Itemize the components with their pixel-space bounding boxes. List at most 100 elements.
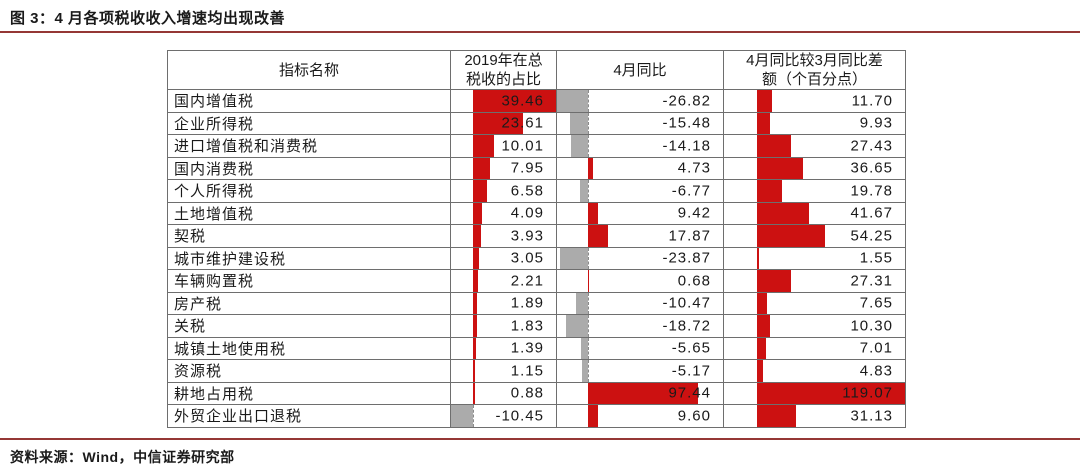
tax-revenue-table: 指标名称 2019年在总 税收的占比 4月同比 4月同比较3月同比差 额（个百分… [167,50,906,428]
yoy-cell: -5.17 [556,359,724,383]
col-header-share-2019: 2019年在总 税收的占比 [450,50,557,90]
table-row: 耕地占用税 0.88 97.44 119.07 [167,381,906,405]
indicator-name: 土地增值税 [167,201,451,225]
table-row: 国内增值税 39.46 -26.82 11.70 [167,89,906,113]
zero-axis [587,360,589,382]
diff-value: 11.70 [851,92,893,110]
yoy-value: -23.87 [662,249,711,267]
zero-axis [587,337,589,359]
share-value: 23.61 [501,114,544,132]
share-value: 1.89 [510,294,544,312]
share-cell: 1.83 [450,314,557,338]
diff-value: 119.07 [842,384,893,402]
table-row: 城镇土地使用税 1.39 -5.65 7.01 [167,336,906,360]
diff-bar [757,247,760,269]
table-row: 外贸企业出口退税 -10.45 9.60 31.13 [167,404,906,428]
yoy-bar [587,225,608,247]
share-value: 7.95 [510,159,544,177]
share-cell: 7.95 [450,156,557,180]
share-cell: 1.39 [450,336,557,360]
yoy-value: 9.42 [677,204,711,222]
diff-bar [757,405,796,427]
zero-axis [587,292,589,314]
diff-cell: 4.83 [723,359,906,383]
share-bar [472,292,477,314]
indicator-name: 房产税 [167,291,451,315]
share-bar [472,270,478,292]
indicator-name: 外贸企业出口退税 [167,404,451,428]
yoy-cell: -18.72 [556,314,724,338]
share-cell: 1.89 [450,291,557,315]
indicator-name: 企业所得税 [167,111,451,135]
table-row: 个人所得税 6.58 -6.77 19.78 [167,179,906,203]
share-value: 1.83 [510,317,544,335]
diff-bar [757,180,782,202]
share-cell: 1.15 [450,359,557,383]
yoy-value: -26.82 [662,92,711,110]
diff-bar [757,202,809,224]
share-value: 2.21 [510,272,544,290]
indicator-name: 进口增值税和消费税 [167,134,451,158]
yoy-cell: -26.82 [556,89,724,113]
yoy-cell: 0.68 [556,269,724,293]
yoy-cell: -6.77 [556,179,724,203]
yoy-value: 97.44 [668,384,711,402]
diff-bar [757,337,766,359]
share-bar [472,90,556,112]
yoy-value: -18.72 [662,317,711,335]
source-note: 资料来源：Wind，中信证券研究部 [10,449,235,465]
yoy-value: -5.17 [671,362,711,380]
diff-cell: 27.43 [723,134,906,158]
diff-cell: 27.31 [723,269,906,293]
share-value: 6.58 [510,182,544,200]
yoy-bar [579,180,588,202]
diff-bar [757,225,825,247]
share-cell: 3.05 [450,246,557,270]
yoy-bar [587,270,589,292]
zero-axis [587,135,589,157]
share-cell: 6.58 [450,179,557,203]
zero-axis [472,405,474,427]
yoy-bar [587,157,593,179]
table-row: 进口增值税和消费税 10.01 -14.18 27.43 [167,134,906,158]
yoy-cell: 9.60 [556,404,724,428]
yoy-value: -10.47 [662,294,711,312]
figure-title: 图 3：4 月各项税收收入增速均出现改善 [10,10,286,27]
share-bar [472,202,482,224]
col-header-yoy-diff: 4月同比较3月同比差 额（个百分点） [723,50,906,90]
diff-value: 9.93 [859,114,893,132]
indicator-name: 契税 [167,224,451,248]
indicator-name: 国内消费税 [167,156,451,180]
diff-cell: 19.78 [723,179,906,203]
share-value: 3.05 [510,249,544,267]
table-row: 房产税 1.89 -10.47 7.65 [167,291,906,315]
share-cell: 23.61 [450,111,557,135]
zero-axis [587,315,589,337]
table-row: 土地增值税 4.09 9.42 41.67 [167,201,906,225]
diff-value: 10.30 [850,317,893,335]
diff-value: 4.83 [859,362,893,380]
diff-bar [757,157,803,179]
yoy-bar [587,382,699,404]
share-bar [472,180,487,202]
yoy-bar [587,202,599,224]
yoy-bar [581,360,588,382]
footer-rule [0,438,1080,440]
yoy-bar [581,337,588,359]
yoy-bar [571,135,588,157]
diff-cell: 119.07 [723,381,906,405]
yoy-cell: -15.48 [556,111,724,135]
yoy-bar [587,405,599,427]
title-underline [0,31,1080,33]
share-bar [472,225,482,247]
table-row: 城市维护建设税 3.05 -23.87 1.55 [167,246,906,270]
diff-cell: 7.65 [723,291,906,315]
diff-value: 36.65 [850,159,893,177]
col-header-april-yoy: 4月同比 [556,50,724,90]
diff-cell: 9.93 [723,111,906,135]
diff-value: 7.01 [859,339,893,357]
diff-value: 27.31 [850,272,893,290]
share-value: 1.15 [510,362,544,380]
share-bar [472,360,476,382]
